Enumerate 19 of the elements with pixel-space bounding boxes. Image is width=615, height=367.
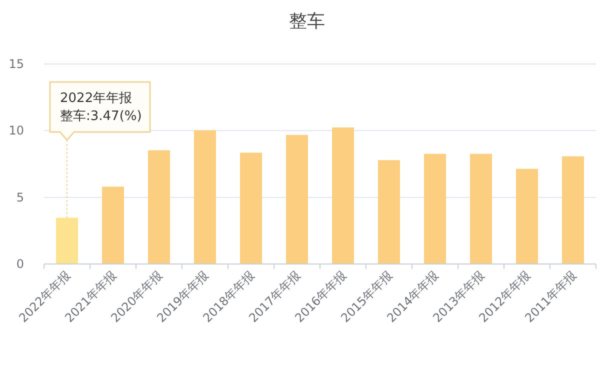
bar bbox=[56, 218, 78, 264]
bar bbox=[470, 154, 492, 264]
bar bbox=[240, 152, 262, 264]
annotation: 2022年年报 bbox=[60, 91, 132, 106]
y-tick-label: 0 bbox=[16, 257, 24, 271]
bar bbox=[516, 168, 538, 264]
y-tick-label: 15 bbox=[8, 57, 24, 71]
bar bbox=[148, 150, 170, 264]
bar bbox=[102, 186, 124, 264]
bar bbox=[424, 154, 446, 264]
bar bbox=[378, 160, 400, 264]
y-tick-label: 10 bbox=[8, 124, 24, 138]
bar bbox=[194, 130, 216, 264]
annotation: 整车:3.47(%) bbox=[60, 109, 142, 124]
bar bbox=[562, 156, 584, 264]
chart-title: 整车 bbox=[289, 11, 325, 32]
bar bbox=[286, 134, 308, 264]
bar bbox=[332, 127, 354, 264]
y-tick-label: 5 bbox=[16, 190, 24, 204]
